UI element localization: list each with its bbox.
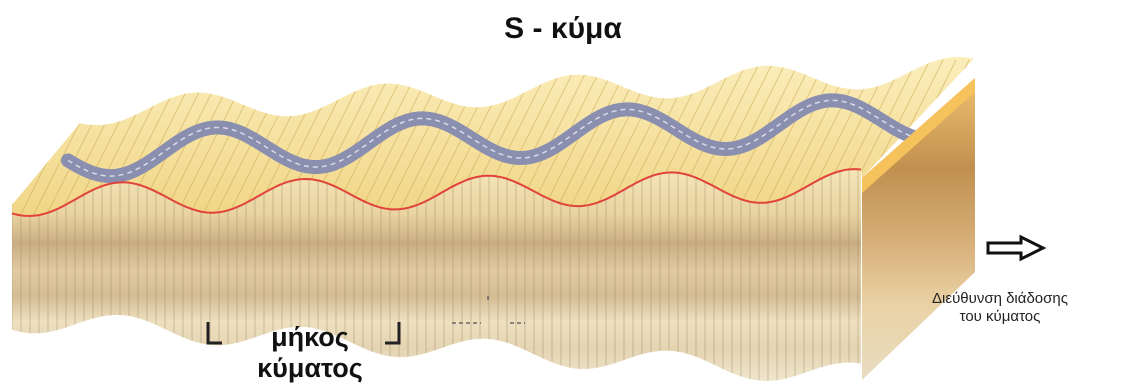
- block-front-face: [12, 169, 861, 381]
- propagation-direction-label: Διεύθυνση διάδοσης του κύματος: [900, 290, 1100, 326]
- wavelength-bracket-left: [206, 322, 222, 345]
- wavelength-label-line2: κύματος: [257, 353, 363, 383]
- measure-dashes: [452, 296, 525, 324]
- wave-crest-line: [11, 168, 862, 218]
- top-hatch-line: [0, 60, 7, 240]
- wavelength-bracket-right: [385, 322, 401, 345]
- propagation-direction-line1: Διεύθυνση διάδοσης: [932, 290, 1068, 307]
- river-centerline: [67, 99, 930, 177]
- right-arrow-icon: [986, 234, 1047, 262]
- top-surface: [12, 56, 974, 217]
- wavelength-label-line1: μήκος: [271, 322, 349, 352]
- side-face-top-edge: [862, 78, 975, 193]
- diagram-title: S - κύμα: [504, 12, 622, 45]
- wavelength-label: μήκος κύματος: [195, 322, 425, 384]
- propagation-direction-line2: του κύματος: [959, 308, 1041, 325]
